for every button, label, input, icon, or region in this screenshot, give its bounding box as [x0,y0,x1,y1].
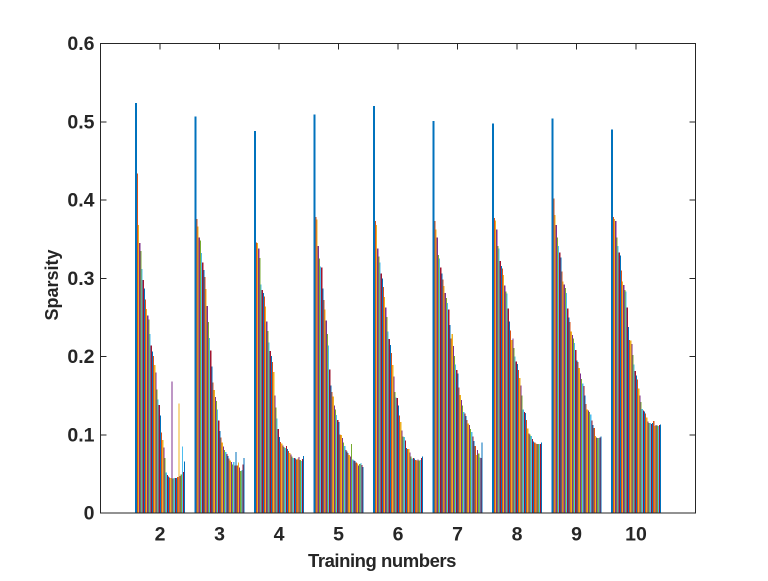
svg-text:0.5: 0.5 [67,112,94,134]
svg-text:0.3: 0.3 [67,268,94,290]
svg-text:9: 9 [571,524,582,546]
svg-text:2: 2 [155,524,166,546]
svg-text:0.1: 0.1 [67,424,94,446]
svg-text:10: 10 [625,524,647,546]
svg-text:Sparsity: Sparsity [42,249,62,320]
svg-text:0.4: 0.4 [67,190,94,212]
svg-text:3: 3 [214,524,225,546]
svg-text:4: 4 [274,524,285,546]
svg-text:5: 5 [333,524,344,546]
svg-text:0: 0 [84,503,95,525]
svg-text:7: 7 [452,524,463,546]
svg-text:6: 6 [393,524,404,546]
svg-text:Training numbers: Training numbers [308,550,456,571]
svg-text:8: 8 [512,524,523,546]
svg-text:0.6: 0.6 [67,33,94,55]
svg-text:0.2: 0.2 [67,346,94,368]
